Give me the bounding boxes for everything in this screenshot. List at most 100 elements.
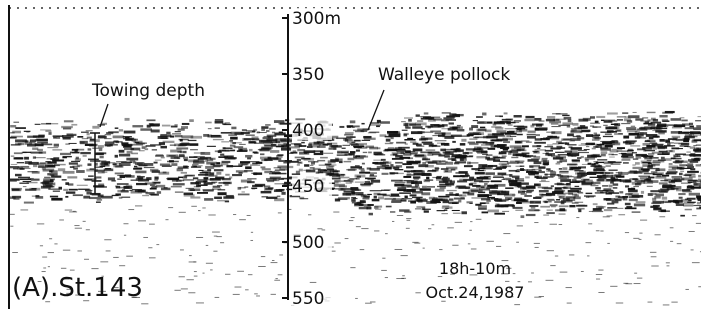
- echo-trace: [586, 193, 593, 194]
- echo-trace: [10, 214, 15, 215]
- echo-trace: [574, 170, 583, 171]
- echo-trace: [514, 120, 521, 122]
- echo-trace: [686, 165, 693, 166]
- echo-trace: [596, 274, 602, 275]
- echo-trace: [98, 145, 104, 148]
- echo-trace: [600, 141, 612, 142]
- echo-trace: [663, 187, 670, 188]
- echo-trace: [505, 128, 517, 129]
- echo-trace: [297, 164, 300, 166]
- echo-trace: [98, 135, 105, 138]
- echo-trace: [428, 152, 440, 154]
- echo-trace: [238, 163, 243, 166]
- echo-trace: [336, 138, 347, 140]
- echo-trace: [193, 261, 196, 262]
- echo-trace: [391, 194, 399, 197]
- echo-trace: [641, 168, 649, 170]
- echo-trace: [35, 124, 41, 125]
- echo-trace: [547, 250, 554, 251]
- echo-trace: [208, 128, 212, 129]
- echo-trace: [494, 213, 505, 215]
- echo-trace: [512, 176, 520, 178]
- echo-trace: [61, 268, 66, 269]
- echo-trace: [615, 199, 622, 201]
- echo-trace: [17, 162, 24, 163]
- echo-trace: [632, 178, 638, 179]
- echo-trace: [680, 117, 685, 118]
- echo-trace: [535, 247, 539, 248]
- echo-trace: [633, 238, 639, 239]
- echo-trace: [692, 262, 700, 263]
- echo-trace: [83, 155, 87, 157]
- echo-trace: [48, 266, 50, 267]
- echo-trace: [531, 158, 540, 160]
- echo-trace: [65, 196, 68, 198]
- echo-trace: [687, 166, 694, 168]
- echo-trace: [660, 180, 668, 181]
- echo-trace: [259, 140, 270, 143]
- echo-trace: [590, 116, 595, 118]
- echo-trace: [598, 207, 604, 209]
- echo-trace: [541, 179, 546, 181]
- echo-trace: [481, 144, 493, 145]
- echo-trace: [194, 186, 200, 188]
- echo-trace: [172, 133, 181, 135]
- echo-trace: [276, 141, 281, 143]
- echo-trace: [382, 258, 385, 259]
- echo-trace: [470, 221, 472, 222]
- echo-trace: [562, 167, 567, 170]
- page: 300m350400450500550 Towing depth Walleye…: [0, 0, 701, 309]
- echo-trace: [344, 161, 352, 162]
- echo-trace: [614, 178, 618, 180]
- echo-trace: [345, 132, 354, 135]
- echo-trace: [597, 179, 604, 182]
- echo-trace: [461, 211, 467, 214]
- echo-trace: [609, 175, 613, 178]
- echo-trace: [426, 201, 436, 204]
- echo-trace: [280, 123, 292, 125]
- echo-trace: [258, 149, 262, 150]
- echo-trace: [629, 171, 641, 172]
- echo-trace: [222, 161, 231, 163]
- echo-trace: [146, 145, 156, 147]
- echo-trace: [351, 217, 355, 218]
- echo-trace: [13, 168, 18, 170]
- echo-trace: [50, 196, 58, 198]
- echo-trace: [563, 198, 570, 201]
- echo-trace: [495, 204, 499, 206]
- echo-trace: [125, 174, 131, 177]
- echo-trace: [551, 155, 560, 157]
- echo-trace: [481, 181, 493, 182]
- echo-trace: [212, 232, 220, 233]
- echo-trace: [584, 149, 590, 150]
- echo-trace: [214, 197, 222, 199]
- echo-trace: [489, 190, 497, 193]
- echo-trace: [666, 262, 670, 263]
- echo-trace: [330, 173, 334, 175]
- echo-trace: [350, 151, 355, 153]
- echo-trace: [413, 173, 425, 175]
- echo-trace: [508, 152, 511, 155]
- echo-trace: [510, 136, 516, 137]
- echo-trace: [386, 206, 392, 208]
- echo-trace: [240, 187, 246, 188]
- echo-trace: [139, 165, 148, 166]
- echo-trace: [685, 134, 692, 136]
- echo-trace: [514, 115, 522, 117]
- echo-trace: [592, 139, 600, 141]
- echo-trace: [650, 127, 655, 129]
- echo-trace: [647, 186, 653, 187]
- echo-trace: [410, 152, 418, 154]
- echo-trace: [581, 182, 592, 185]
- echo-trace: [572, 179, 576, 182]
- echo-trace: [407, 162, 418, 164]
- echo-trace: [66, 191, 75, 193]
- echo-trace: [369, 168, 379, 171]
- echo-trace: [622, 112, 628, 114]
- echo-trace: [669, 165, 679, 168]
- echo-trace: [377, 147, 380, 149]
- echo-trace: [83, 196, 90, 199]
- echo-trace: [525, 156, 531, 158]
- echo-trace: [383, 150, 387, 152]
- echo-trace: [671, 158, 674, 160]
